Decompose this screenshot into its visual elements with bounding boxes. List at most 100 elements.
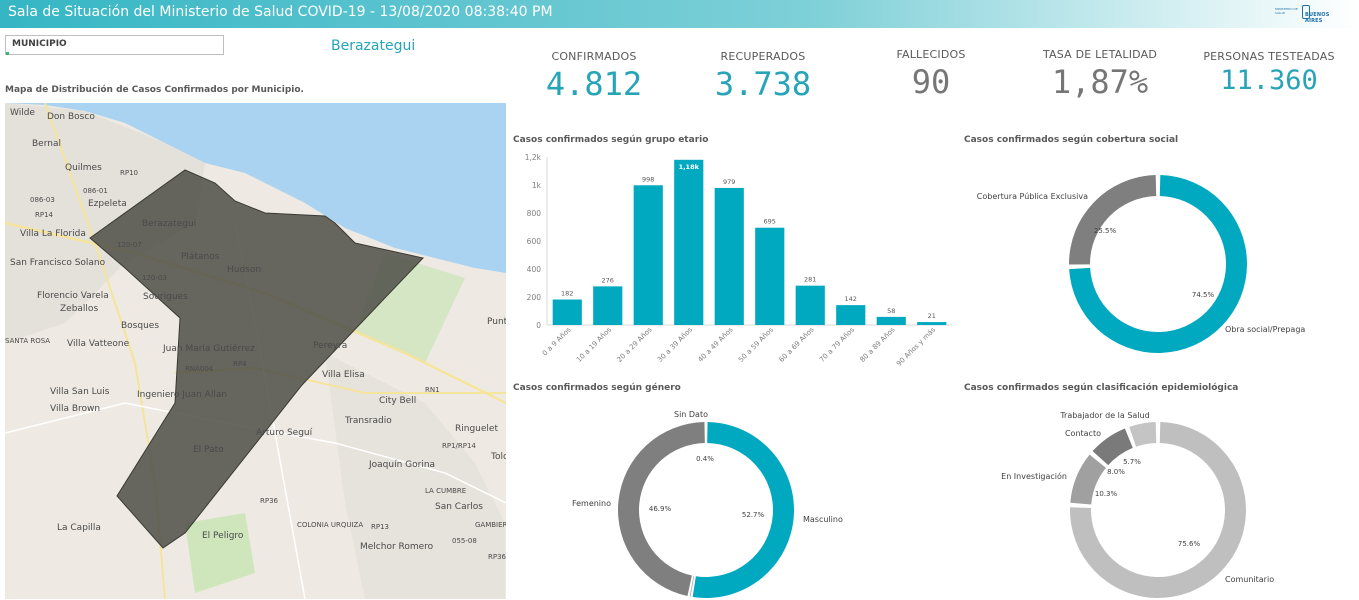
coverage-donut-chart[interactable]: Obra social/Prepaga 74.5% Cobertura Públic… — [960, 150, 1359, 380]
x-tick-label: 10 a 19 Años — [575, 326, 613, 364]
map-place-label: Wilde — [10, 108, 35, 118]
slice-label: Comunitario — [1225, 575, 1274, 584]
map-title: Mapa de Distribución de Casos Confirmado… — [5, 85, 304, 95]
bar-value-label: 21 — [928, 312, 936, 320]
bar-value-label: 281 — [804, 276, 816, 284]
bar-90-años-y-más[interactable] — [917, 322, 947, 325]
x-tick-label: 70 a 79 Años — [818, 326, 856, 364]
x-tick-label: 90 Años y más — [895, 326, 937, 368]
municipio-filter[interactable]: MUNICIPIO — [5, 35, 224, 55]
bar-50-a-59-años[interactable] — [755, 227, 785, 325]
slice-label: Masculino — [803, 515, 843, 524]
map-place-label: Sourigues — [143, 292, 188, 302]
slice-label: Cobertura Pública Exclusiva — [977, 192, 1088, 201]
urban-area — [325, 353, 505, 599]
bar-0-a-9-años[interactable] — [552, 299, 582, 325]
distribution-map[interactable]: Wilde Don Bosco Bernal Quilmes RP10 086-01 086… — [5, 103, 506, 599]
map-place-label: Quilmes — [65, 163, 102, 173]
gender-donut-chart[interactable]: Masculino 52.7% Sin Dato 0.4% Femenino 46.9% — [505, 400, 955, 600]
map-place-label: RP4 — [233, 360, 247, 368]
bar-80-a-89-años[interactable] — [876, 316, 906, 325]
map-place-label: Juan María Gutiérrez — [163, 344, 255, 354]
page-title: Sala de Situación del Ministerio de Salu… — [8, 4, 553, 20]
y-tick-label: 1,2k — [525, 153, 542, 162]
map-place-label: Joaquín Gorina — [369, 460, 436, 470]
map-place-label: RP14 — [35, 211, 53, 219]
slice-trabajador-de-la-salud[interactable] — [1129, 422, 1157, 447]
header-bar: Sala de Situación del Ministerio de Salu… — [0, 0, 1359, 28]
map-place-label: Pereyra — [313, 341, 348, 351]
kpi-personas-testeadas: PERSONAS TESTEADAS 11.360 — [1184, 50, 1354, 96]
x-tick-label: 30 a 39 Años — [656, 326, 694, 364]
bar-30-a-39-años[interactable] — [674, 159, 704, 325]
bar-60-a-69-años[interactable] — [795, 285, 825, 325]
ministry-logo: MINISTERIO DE SALUD BUENOS AIRES — [1275, 3, 1345, 25]
bar-10-a-19-años[interactable] — [593, 286, 623, 325]
epi-chart-title: Casos confirmados según clasificación ep… — [964, 383, 1239, 393]
map-place-label: RP13 — [371, 523, 389, 531]
map-place-label: La Capilla — [57, 523, 101, 533]
slice-cobertura-p-blica-exclusiva[interactable] — [1069, 175, 1157, 265]
slice-percent-label: 8.0% — [1107, 468, 1125, 476]
coverage-chart-title: Casos confirmados según cobertura social — [964, 135, 1179, 145]
map-place-label: Villa San Luis — [50, 387, 110, 397]
selection-indicator — [6, 52, 9, 55]
berazategui-region[interactable] — [89, 169, 424, 549]
x-tick-label: 0 a 9 Años — [541, 326, 573, 358]
x-tick-label: 80 a 89 Años — [859, 326, 897, 364]
slice-femenino[interactable] — [618, 422, 705, 597]
bar-value-label: 58 — [887, 307, 895, 315]
kpi-label: CONFIRMADOS — [551, 50, 637, 63]
slice-percent-label: 75.6% — [1178, 540, 1201, 548]
epidemiological-donut-chart[interactable]: Comunitario 75.6% En Investigación 10.3% Con… — [960, 400, 1359, 600]
municipio-filter-label: MUNICIPIO — [12, 39, 67, 49]
kpi-label: PERSONAS TESTEADAS — [1203, 50, 1335, 63]
slice-percent-label: 74.5% — [1192, 291, 1215, 299]
map-place-label: RP10 — [120, 169, 138, 177]
kpi-label: RECUPERADOS — [720, 50, 806, 63]
kpi-label: TASA DE LETALIDAD — [1042, 48, 1158, 61]
x-tick-label: 50 a 59 Años — [737, 326, 775, 364]
bar-70-a-79-años[interactable] — [836, 305, 866, 325]
kpi-value: 4.812 — [545, 65, 643, 103]
bar-40-a-49-años[interactable] — [714, 187, 744, 325]
slice-percent-label: 5.7% — [1123, 458, 1141, 466]
y-tick-label: 800 — [527, 209, 542, 218]
bar-20-a-29-años[interactable] — [633, 185, 663, 325]
map-place-label: Don Bosco — [47, 112, 95, 122]
map-place-label: RP1/RP14 — [442, 442, 476, 450]
slice-label: Contacto — [1065, 429, 1101, 438]
map-place-label: Ingeniero Juan Allan — [137, 390, 228, 400]
map-place-label: GAMBIER — [475, 521, 506, 529]
kpi-value: 3.738 — [714, 65, 812, 103]
map-place-label: Ringuelet — [455, 424, 498, 434]
kpi-tasa-de-letalidad: TASA DE LETALIDAD 1,87% — [1015, 48, 1185, 101]
age-chart-title: Casos confirmados según grupo etario — [513, 135, 709, 145]
slice-en-investigaci-n[interactable] — [1070, 454, 1106, 505]
age-group-bar-chart[interactable]: 0 200 400 600 800 1k 1,2k 182 0 a 9 Años 276 10 a … — [505, 147, 955, 380]
map-place-label: Arturo Seguí — [256, 428, 313, 438]
x-tick-label: 20 a 29 Años — [616, 326, 654, 364]
map-place-label: Berazategui — [142, 219, 197, 229]
map-place-label: RNA004 — [185, 365, 214, 373]
x-tick-label: 60 a 69 Años — [778, 326, 816, 364]
slice-label: Trabajador de la Salud — [1059, 411, 1149, 420]
map-place-label: 120-07 — [117, 241, 142, 249]
x-tick-label: 40 a 49 Años — [697, 326, 735, 364]
slice-sin-dato[interactable] — [689, 575, 695, 597]
map-place-label: Zeballos — [60, 304, 99, 314]
map-place-label: San Francisco Solano — [10, 258, 106, 268]
map-place-label: Bernal — [32, 139, 61, 149]
map-place-label: RP36 — [260, 497, 278, 505]
slice-contacto[interactable] — [1092, 428, 1133, 466]
map-place-label: LA CUMBRE — [425, 487, 467, 495]
map-place-label: 086-03 — [30, 196, 55, 204]
map-place-label: 086-01 — [83, 187, 108, 195]
slice-masculino[interactable] — [692, 422, 795, 598]
kpi-confirmados: CONFIRMADOS 4.812 — [509, 50, 679, 103]
kpi-label: FALLECIDOS — [896, 48, 966, 61]
logo-main-text: BUENOS AIRES — [1305, 12, 1330, 24]
map-place-label: Hudson — [227, 265, 262, 275]
map-place-label: Bosques — [121, 321, 160, 331]
